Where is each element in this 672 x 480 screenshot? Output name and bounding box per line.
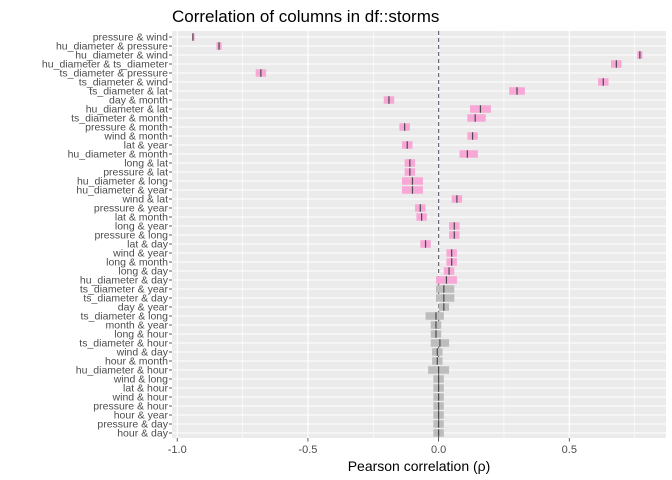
y-tick-label: hu_diameter & ts_diameter: [42, 59, 169, 71]
y-tick-label: ts_diameter & pressure: [59, 68, 168, 80]
y-tick-label: pressure & hour: [93, 401, 168, 413]
x-axis-label: Pearson correlation (ρ): [348, 458, 491, 474]
x-tick-label: -0.5: [298, 444, 317, 456]
y-tick-label: lat & hour: [123, 383, 168, 395]
y-tick-label: hu_diameter & long: [77, 176, 168, 188]
y-tick-label: long & lat: [124, 158, 168, 170]
y-tick-label: lat & year: [124, 140, 169, 152]
y-tick-label: wind & long: [113, 374, 168, 386]
x-tick-label: 0.0: [431, 444, 446, 456]
y-tick-label: pressure & day: [97, 419, 168, 431]
y-tick-label: day & month: [109, 95, 168, 107]
y-tick-label: ts_diameter & long: [80, 311, 168, 323]
y-tick-label: pressure & year: [94, 203, 169, 215]
ci-bar: [467, 114, 486, 122]
y-tick-label: hour & day: [117, 428, 169, 440]
y-tick-label: lat & day: [127, 239, 169, 251]
confidence-intervals: [192, 33, 643, 437]
y-tick-label: wind & day: [116, 347, 169, 359]
x-tick-label: 0.5: [562, 444, 577, 456]
ci-bar: [435, 294, 455, 302]
y-tick-label: ts_diameter & wind: [79, 77, 168, 89]
x-tick-label: -1.0: [168, 444, 187, 456]
y-tick-label: long & year: [115, 221, 169, 233]
y-tick-label: hu_diameter & year: [76, 185, 168, 197]
y-tick-label: day & year: [118, 302, 169, 314]
ci-bar: [435, 285, 455, 293]
y-tick-label: wind & hour: [112, 392, 169, 404]
y-tick-label: long & day: [118, 266, 168, 278]
y-tick-label: long & month: [106, 257, 168, 269]
y-tick-label: wind & month: [103, 131, 168, 143]
y-tick-label: pressure & wind: [93, 32, 168, 44]
y-tick-label: ts_diameter & month: [71, 113, 168, 125]
y-tick-label: pressure & month: [85, 122, 168, 134]
chart-title: Correlation of columns in df::storms: [172, 7, 439, 26]
y-tick-label: pressure & lat: [103, 167, 168, 179]
y-tick-label: wind & lat: [121, 194, 168, 206]
y-tick-label: pressure & long: [94, 230, 168, 242]
y-tick-label: wind & year: [112, 248, 168, 260]
ci-bar: [425, 312, 444, 320]
y-tick-label: hu_diameter & day: [80, 275, 169, 287]
y-tick-label: hour & month: [105, 356, 168, 368]
y-tick-label: hu_diameter & pressure: [56, 41, 168, 53]
y-tick-label: hu_diameter & wind: [75, 50, 168, 62]
ci-bar: [459, 150, 478, 158]
gridlines: [172, 31, 666, 438]
y-tick-label: hu_diameter & hour: [76, 365, 169, 377]
x-axis-ticks: -1.0 -0.5 0.0 0.5: [168, 438, 577, 456]
y-tick-label: ts_diameter & year: [80, 284, 169, 296]
y-tick-label: hu_diameter & month: [68, 149, 169, 161]
y-tick-label: ts_diameter & day: [83, 293, 168, 305]
y-tick-label: long & hour: [114, 329, 168, 341]
y-tick-label: month & year: [106, 320, 169, 332]
y-tick-label: ts_diameter & lat: [89, 86, 168, 98]
y-tick-label: lat & month: [115, 212, 168, 224]
y-tick-label: ts_diameter & hour: [79, 338, 168, 350]
y-tick-label: hour & year: [114, 410, 169, 422]
y-tick-label: hu_diameter & lat: [86, 104, 168, 116]
